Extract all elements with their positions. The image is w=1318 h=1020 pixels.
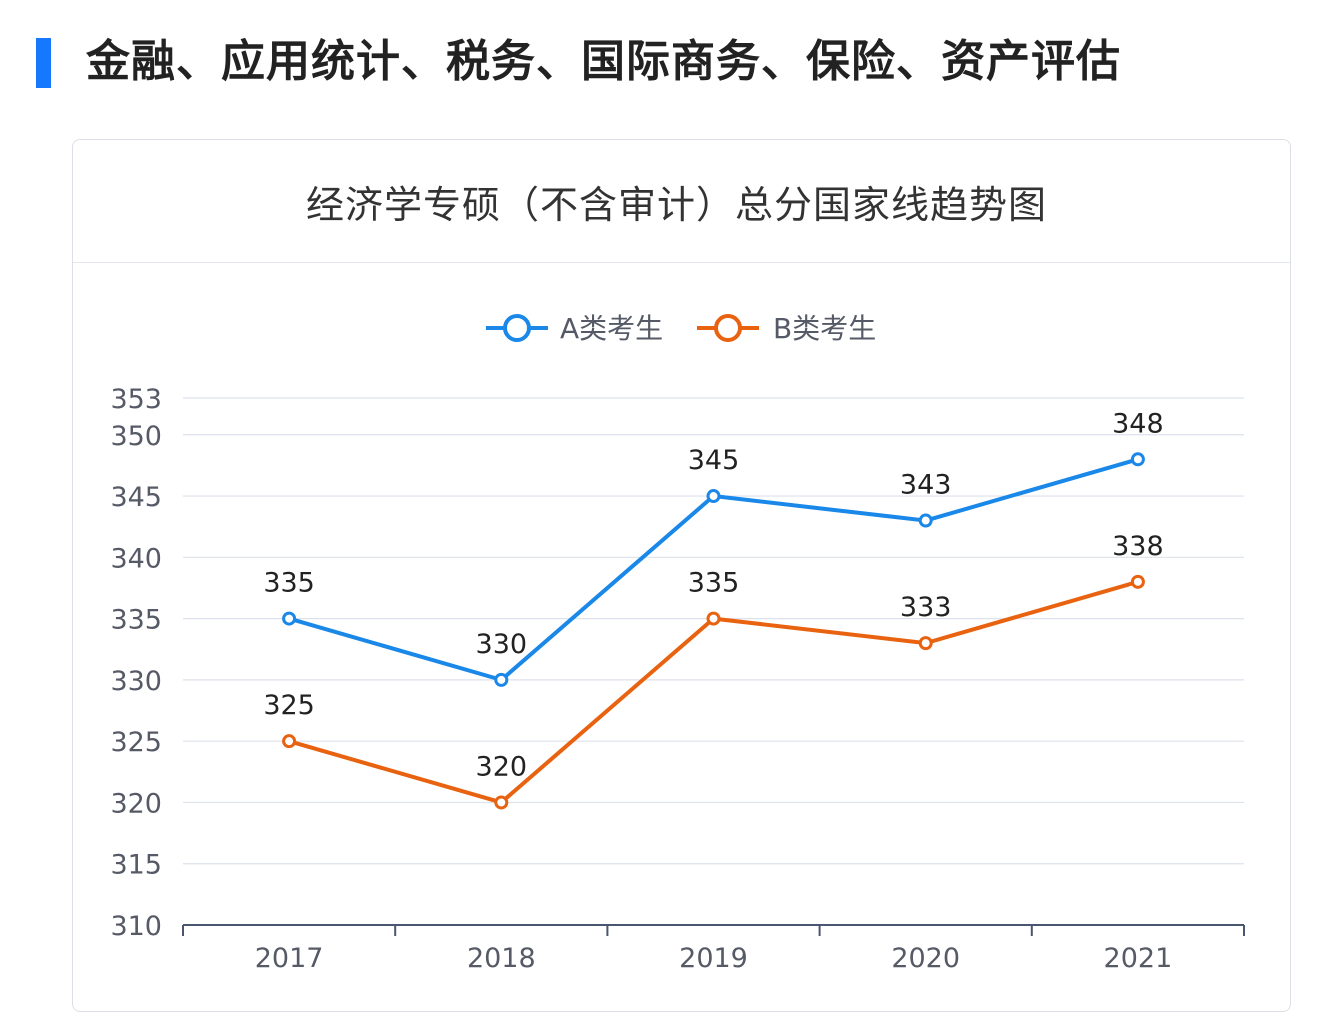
section-title: 金融、应用统计、税务、国际商务、保险、资产评估 <box>86 36 1121 87</box>
data-point <box>918 513 933 528</box>
data-point <box>282 734 297 749</box>
section-accent-bar <box>36 38 51 88</box>
chart-card: 经济学专硕（不含审计）总分国家线趋势图 <box>72 139 1291 1012</box>
data-point <box>918 636 933 651</box>
data-point <box>1130 574 1145 589</box>
data-label: 325 <box>263 690 315 721</box>
y-tick-label: 330 <box>110 666 162 697</box>
y-tick-label: 350 <box>110 421 162 452</box>
data-label: 348 <box>1112 408 1164 439</box>
data-point <box>706 489 721 504</box>
y-tick-label: 353 <box>110 384 162 415</box>
data-point <box>1130 452 1145 467</box>
data-label: 335 <box>688 568 740 599</box>
data-point <box>494 795 509 810</box>
y-tick-label: 325 <box>110 727 162 758</box>
y-tick-label: 340 <box>110 543 162 574</box>
x-tick-label: 2019 <box>679 943 748 974</box>
data-label: 343 <box>900 470 952 501</box>
chart-card-header: 经济学专硕（不含审计）总分国家线趋势图 <box>73 140 1290 263</box>
x-tick-label: 2020 <box>891 943 960 974</box>
data-point <box>494 672 509 687</box>
legend-label: B类考生 <box>773 312 876 345</box>
data-label: 333 <box>900 592 952 623</box>
legend-swatch-marker <box>714 314 742 342</box>
x-tick-label: 2017 <box>255 943 324 974</box>
x-tick-label: 2021 <box>1104 943 1173 974</box>
data-label: 338 <box>1112 531 1164 562</box>
data-point <box>282 611 297 626</box>
data-point <box>706 611 721 626</box>
data-label: 345 <box>688 445 740 476</box>
data-label: 330 <box>476 629 528 660</box>
legend-swatch-marker <box>503 314 531 342</box>
y-tick-label: 345 <box>110 482 162 513</box>
y-tick-label: 320 <box>110 788 162 819</box>
y-tick-label: 335 <box>110 605 162 636</box>
y-tick-label: 315 <box>110 850 162 881</box>
legend-label: A类考生 <box>560 312 663 345</box>
data-label: 320 <box>476 751 528 782</box>
x-tick-label: 2018 <box>467 943 536 974</box>
chart-title: 经济学专硕（不含审计）总分国家线趋势图 <box>305 182 1047 227</box>
y-tick-label: 310 <box>110 911 162 942</box>
data-label: 335 <box>263 568 315 599</box>
